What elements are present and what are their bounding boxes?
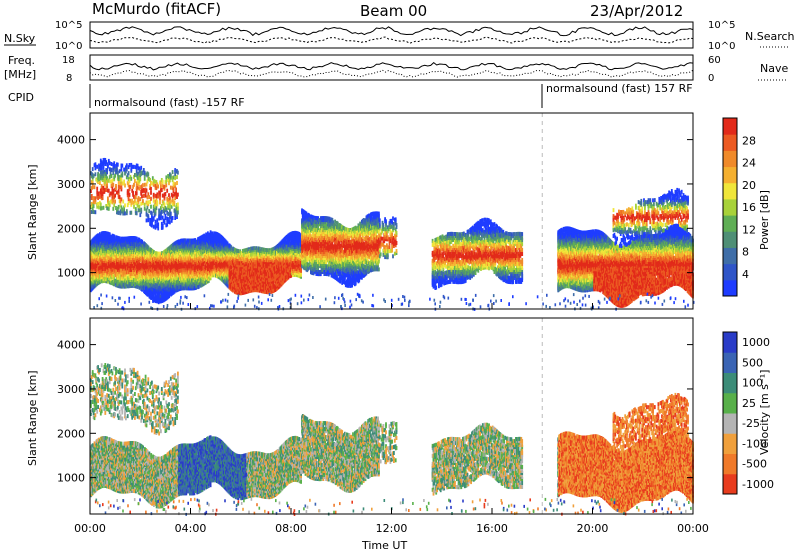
- freq-tick-bottom: 8: [66, 73, 72, 84]
- nave-tick-top: 60: [708, 55, 721, 66]
- freq-trace: [90, 63, 693, 70]
- station-title: McMurdo (fitACF): [92, 0, 221, 18]
- noise-panel: [90, 22, 693, 48]
- beam-title: Beam 00: [360, 2, 427, 20]
- power-heatmap: [90, 113, 695, 311]
- nsearch-label: N.Search: [745, 30, 795, 43]
- nave-tick-bottom: 0: [708, 73, 714, 84]
- date-title: 23/Apr/2012: [590, 2, 683, 20]
- rti-figure: McMurdo (fitACF) Beam 00 23/Apr/2012 N.S…: [0, 0, 800, 554]
- nave-label: Nave: [760, 62, 788, 75]
- nave-trace: [90, 70, 693, 77]
- noise-left-tick-bottom: 10^0: [55, 41, 82, 52]
- freq-nave-traces: [90, 63, 693, 78]
- noise-sky-trace: [90, 27, 693, 36]
- freq-tick-top: 18: [62, 55, 75, 66]
- freq-label: Freq.: [8, 54, 35, 67]
- freq-unit-label: [MHz]: [4, 68, 36, 81]
- cpid-segment-1: normalsound (fast) -157 RF: [94, 96, 245, 109]
- cpid-segment-2: normalsound (fast) 157 RF: [546, 82, 693, 95]
- echo-cell: [113, 235, 115, 239]
- noise-traces: [90, 27, 693, 44]
- echo-cell: [139, 238, 141, 242]
- echo-cell: [141, 240, 143, 244]
- noise-search-trace: [90, 37, 693, 43]
- noise-right-tick-top: 10^5: [708, 20, 735, 31]
- nsky-label: N.Sky: [4, 32, 36, 45]
- cpid-label: CPID: [8, 91, 34, 104]
- noise-left-tick-top: 10^5: [55, 20, 82, 31]
- noise-right-tick-bottom: 10^0: [708, 41, 735, 52]
- freq-nave-panel: [90, 55, 693, 80]
